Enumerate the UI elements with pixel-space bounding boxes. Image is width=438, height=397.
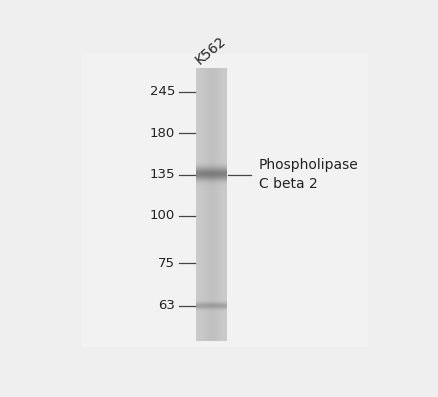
Text: Phospholipase
C beta 2: Phospholipase C beta 2	[258, 158, 358, 191]
Text: 100: 100	[149, 209, 175, 222]
Text: 135: 135	[149, 168, 175, 181]
Text: 75: 75	[158, 256, 175, 270]
Text: 63: 63	[158, 299, 175, 312]
Text: 180: 180	[149, 127, 175, 140]
Text: 245: 245	[149, 85, 175, 98]
Text: K562: K562	[192, 34, 228, 67]
FancyBboxPatch shape	[82, 54, 367, 347]
